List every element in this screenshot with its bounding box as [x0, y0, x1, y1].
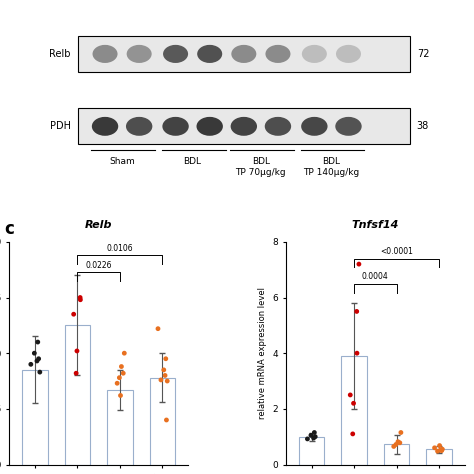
Ellipse shape — [265, 117, 291, 136]
Point — [438, 447, 446, 455]
Ellipse shape — [92, 45, 118, 63]
Point — [161, 372, 169, 379]
Point — [119, 369, 127, 377]
Point — [350, 400, 357, 407]
Text: BDL: BDL — [183, 157, 201, 166]
Text: <0.0001: <0.0001 — [380, 247, 413, 256]
Point — [396, 439, 404, 447]
Point — [355, 260, 363, 268]
Point — [346, 391, 354, 399]
Point — [160, 366, 168, 374]
Bar — [384, 445, 409, 465]
Point — [117, 392, 124, 399]
Point — [164, 377, 171, 385]
Bar — [107, 390, 133, 465]
Point — [397, 428, 405, 436]
Point — [163, 416, 170, 424]
Point — [304, 435, 311, 443]
Point — [434, 447, 441, 455]
Ellipse shape — [265, 45, 291, 63]
Point — [162, 355, 170, 363]
Point — [76, 294, 84, 301]
Bar — [299, 437, 324, 465]
Point — [310, 434, 318, 442]
Point — [120, 349, 128, 357]
Point — [307, 431, 315, 439]
Text: BDL
TP 70μg/kg: BDL TP 70μg/kg — [236, 157, 286, 177]
Point — [311, 433, 319, 440]
Point — [70, 310, 77, 318]
Ellipse shape — [302, 45, 327, 63]
Ellipse shape — [231, 117, 257, 136]
Bar — [426, 449, 452, 465]
Point — [27, 361, 35, 368]
Point — [353, 308, 361, 315]
Ellipse shape — [127, 45, 152, 63]
Text: Relb: Relb — [49, 49, 71, 59]
Ellipse shape — [301, 117, 328, 136]
Point — [154, 325, 162, 332]
Ellipse shape — [163, 117, 189, 136]
Point — [310, 428, 318, 436]
Point — [394, 438, 402, 446]
Point — [113, 380, 121, 387]
Text: BDL
TP 140μg/kg: BDL TP 140μg/kg — [303, 157, 359, 177]
Point — [118, 363, 125, 370]
Ellipse shape — [126, 117, 152, 136]
Title: Relb: Relb — [85, 220, 112, 230]
Ellipse shape — [336, 45, 361, 63]
Title: Tnfsf14: Tnfsf14 — [352, 220, 399, 230]
Text: PDH: PDH — [50, 121, 71, 131]
Point — [73, 369, 80, 377]
Point — [390, 443, 398, 450]
Point — [36, 368, 44, 376]
Point — [438, 446, 446, 453]
Ellipse shape — [335, 117, 362, 136]
Ellipse shape — [197, 117, 223, 136]
Text: 72: 72 — [417, 49, 429, 59]
Ellipse shape — [163, 45, 188, 63]
Point — [73, 347, 81, 355]
FancyBboxPatch shape — [78, 36, 410, 72]
Text: Sham: Sham — [109, 157, 135, 166]
FancyBboxPatch shape — [78, 108, 410, 145]
Point — [35, 355, 42, 363]
Ellipse shape — [197, 45, 222, 63]
Bar — [341, 356, 367, 465]
Point — [116, 374, 123, 382]
Point — [353, 349, 361, 357]
Point — [33, 357, 41, 365]
Point — [77, 296, 84, 303]
Text: 0.0004: 0.0004 — [362, 273, 389, 282]
Point — [392, 441, 400, 448]
Point — [349, 430, 356, 438]
Ellipse shape — [231, 45, 256, 63]
Text: c: c — [5, 220, 15, 238]
Point — [436, 442, 443, 449]
Text: 0.0226: 0.0226 — [85, 261, 112, 270]
Point — [30, 349, 38, 357]
Text: 0.0106: 0.0106 — [107, 244, 133, 253]
Point — [431, 444, 438, 452]
Point — [437, 446, 444, 454]
Bar — [65, 325, 90, 465]
Point — [157, 376, 165, 383]
Bar — [22, 370, 48, 465]
Text: 38: 38 — [417, 121, 429, 131]
Ellipse shape — [92, 117, 118, 136]
Y-axis label: relative mRNA expression level: relative mRNA expression level — [258, 287, 267, 419]
Bar — [150, 378, 175, 465]
Point — [34, 338, 42, 346]
